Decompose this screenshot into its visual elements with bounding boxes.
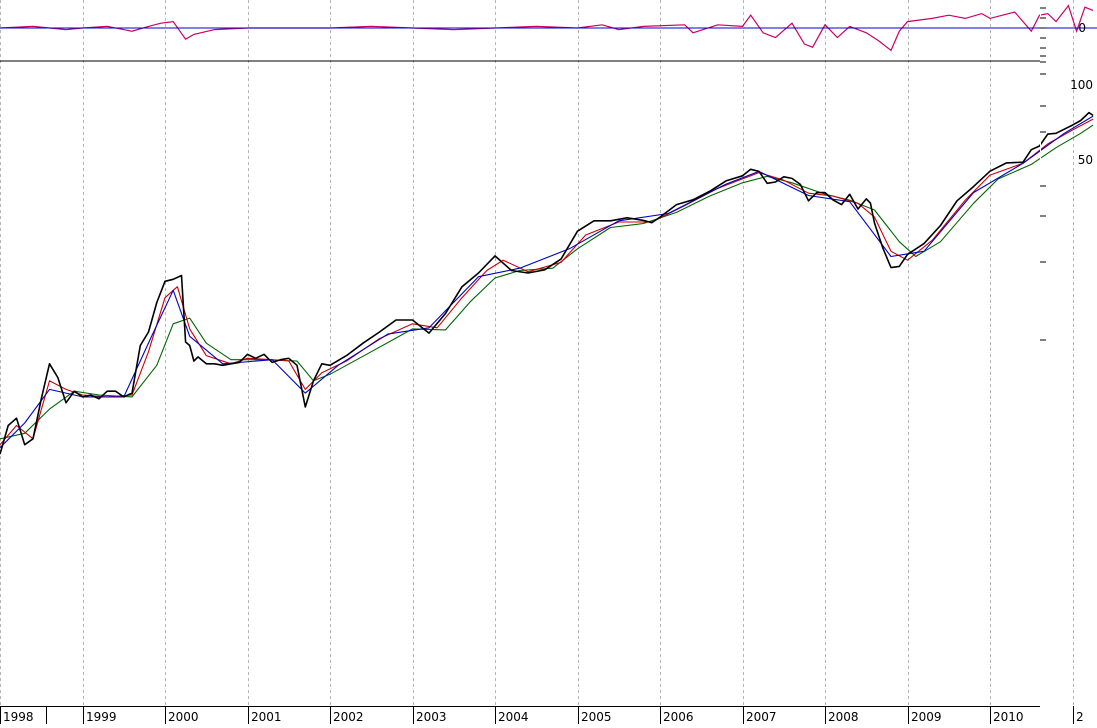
price-series-line: [0, 118, 1094, 446]
x-tick-label: 2006: [663, 710, 694, 724]
x-tick-label: 2008: [828, 710, 859, 724]
x-tick-label: 2001: [251, 710, 282, 724]
x-tick-label: 2009: [911, 710, 942, 724]
osc-y-tick-label: 0: [1078, 21, 1086, 35]
x-tick-label: 2005: [581, 710, 612, 724]
oscillator-panel: [0, 4, 1097, 52]
x-tick-label: 1999: [86, 710, 117, 724]
x-tick-label: 2007: [746, 710, 777, 724]
price-series-line: [0, 115, 1094, 449]
price-panel: [0, 111, 1094, 455]
oscillator-series-line: [0, 4, 1094, 52]
price-series-line: [0, 111, 1094, 455]
x-tick-label: 2004: [498, 710, 529, 724]
x-tick-label: 2010: [993, 710, 1024, 724]
x-tick-label: 2003: [416, 710, 447, 724]
price-y-tick-label: 50: [1078, 153, 1093, 167]
price-y-tick-label: 100: [1070, 78, 1093, 92]
x-tick-label: 2: [1076, 710, 1084, 724]
grid-layer: [0, 0, 1074, 706]
x-tick-label: 1998: [3, 710, 34, 724]
x-tick-label: 2002: [333, 710, 364, 724]
x-tick-label: 2000: [168, 710, 199, 724]
